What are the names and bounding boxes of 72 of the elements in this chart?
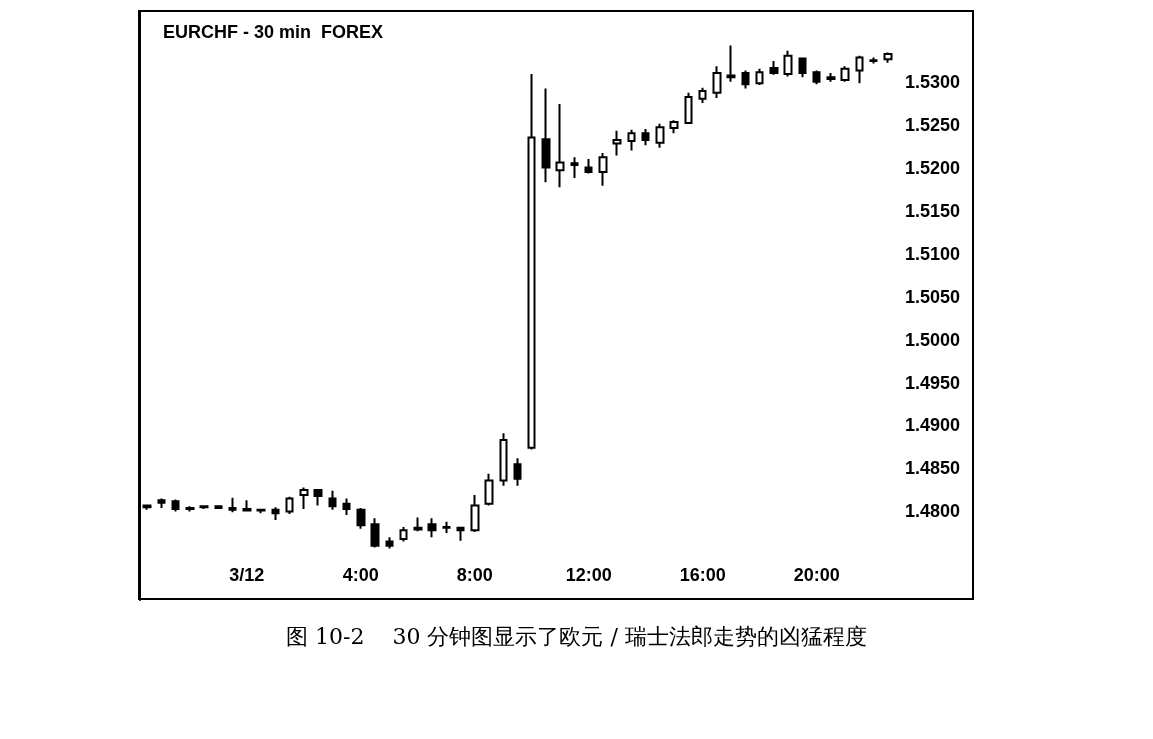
candlestick: [655, 122, 665, 149]
y-tick-label: 1.5100: [905, 243, 961, 264]
candlestick: [726, 44, 736, 83]
candlestick: [256, 507, 266, 515]
candlestick: [812, 69, 821, 86]
candlestick: [242, 499, 252, 512]
candlestick: [627, 128, 636, 152]
candlestick: [328, 489, 337, 511]
candlestick: [513, 457, 522, 487]
candlestick: [769, 60, 779, 76]
text: EURCHF - 30 min FOREX: [163, 22, 384, 42]
y-tick-label: 1.5050: [905, 286, 961, 307]
candlestick: [570, 156, 579, 179]
candlestick: [413, 516, 423, 533]
candlestick: [470, 494, 480, 534]
y-tick-label: 1.5150: [905, 200, 961, 221]
y-tick-label: 1.4800: [905, 501, 961, 522]
candlestick: [698, 86, 707, 105]
candlestick: [712, 65, 722, 99]
x-tick-label: 4:00: [342, 565, 379, 585]
candlestick: [299, 486, 309, 510]
candlestick: [484, 472, 494, 507]
candlestick: [612, 129, 622, 157]
candlestick: [584, 158, 593, 175]
x-tick-label: 12:00: [565, 565, 612, 585]
y-tick-label: 1.4900: [905, 415, 961, 436]
candlestick: [541, 87, 551, 184]
y-tick-label: 1.5200: [905, 157, 961, 178]
candlestick: [527, 72, 536, 451]
candlestick: [271, 506, 280, 522]
candlestick: [442, 520, 451, 534]
candlestick: [598, 151, 608, 187]
x-tick-label: 16:00: [679, 565, 726, 585]
candlestick: [214, 504, 223, 510]
candlestick: [798, 56, 807, 79]
candlestick: [356, 507, 366, 530]
candlestick: [669, 119, 679, 135]
y-tick-label: 1.4950: [905, 372, 961, 393]
candlestick: [840, 65, 850, 83]
candlestick: [399, 525, 408, 543]
candlestick: [869, 56, 878, 65]
candlestick: [157, 497, 166, 510]
candlestick: [755, 67, 764, 87]
candlestick: [641, 127, 650, 147]
candlestick: [826, 72, 836, 83]
candlestick: [313, 488, 323, 507]
caption: 图 10-2 30 分钟图显示了欧元 / 瑞士法郎走势的凶猛程度: [286, 623, 867, 649]
candlestick: [171, 498, 180, 513]
candlestick: [741, 69, 750, 90]
y-tick-label: 1.5300: [905, 71, 961, 92]
candlestick: [855, 54, 864, 85]
candlestick: [783, 49, 793, 78]
candlestick: [285, 495, 294, 516]
y-tick-label: 1.5000: [905, 329, 961, 350]
candlestick: [199, 504, 209, 510]
candlestick: [555, 102, 565, 189]
y-tick-label: 1.5250: [905, 114, 961, 135]
candlestick: [499, 432, 508, 487]
candlestick: [456, 525, 465, 542]
candlestick: [228, 496, 237, 514]
x-tick-label: 3/12: [229, 565, 265, 585]
candlestick: [142, 503, 152, 511]
x-tick-label: 20:00: [793, 565, 840, 585]
candlestick: [370, 517, 380, 549]
candlestick: [185, 505, 195, 513]
candlestick: [427, 517, 437, 539]
candlestick: [684, 91, 693, 125]
candlestick: [385, 536, 394, 550]
y-tick-label: 1.4850: [905, 458, 961, 479]
candlestick: [883, 51, 893, 64]
x-tick-label: 8:00: [456, 565, 493, 585]
candlestick: [342, 497, 351, 516]
